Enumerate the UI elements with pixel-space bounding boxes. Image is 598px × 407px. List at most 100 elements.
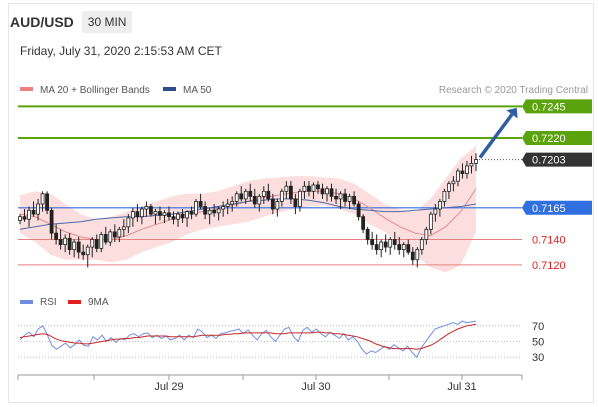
bull-candle-body <box>108 231 113 243</box>
candle <box>410 247 415 265</box>
candle <box>252 188 257 208</box>
bull-candle-body <box>401 244 406 251</box>
bear-candle-body <box>293 198 298 207</box>
rsi-tick-50: 50 <box>532 337 544 349</box>
bull-candle-body <box>162 212 167 216</box>
candle <box>216 206 221 221</box>
candle <box>40 191 45 212</box>
bear-candle-body <box>307 185 311 192</box>
bull-candle-body <box>90 239 95 248</box>
bear-candle-body <box>112 231 117 238</box>
candle <box>338 191 343 210</box>
candle <box>447 181 451 199</box>
bear-candle-body <box>81 251 86 256</box>
bear-candle-body <box>365 228 370 240</box>
candle <box>270 193 275 215</box>
bull-candle-body <box>140 208 144 218</box>
candle <box>72 239 77 258</box>
candle <box>194 198 198 217</box>
candle <box>121 219 126 237</box>
candle <box>221 201 226 217</box>
candle <box>18 214 22 225</box>
candle <box>374 234 379 255</box>
bull-candle-body <box>185 211 189 219</box>
candle <box>343 188 347 207</box>
candle <box>469 155 474 174</box>
candle <box>248 183 253 202</box>
candle <box>31 201 36 217</box>
candle <box>81 244 86 260</box>
bear-candle-body <box>171 216 176 220</box>
candle <box>352 191 356 207</box>
rsi-legend-swatch <box>20 300 33 304</box>
ma9-legend-label: 9MA <box>88 297 109 308</box>
ma50-legend-swatch <box>163 87 176 91</box>
candle <box>130 207 135 227</box>
bull-candle-body <box>469 163 474 167</box>
bull-candle-body <box>234 193 239 202</box>
timestamp: Friday, July 31, 2020 2:15:53 AM CET <box>20 44 222 58</box>
bull-candle-body <box>347 195 352 202</box>
bear-candle-body <box>383 241 388 248</box>
bear-candle-body <box>239 193 244 200</box>
candle <box>257 193 262 212</box>
bear-candle-body <box>149 206 153 215</box>
x-tick-label: Jul 29 <box>154 381 183 393</box>
rsi-legend-label: RSI <box>40 297 57 308</box>
bull-candle-body <box>85 246 90 256</box>
candle <box>302 181 307 199</box>
candle <box>451 176 456 192</box>
bear-candle-body <box>406 244 411 253</box>
candle <box>379 239 384 258</box>
timeframe-badge[interactable]: 30 MIN <box>81 11 133 33</box>
bear-candle-body <box>352 195 356 205</box>
bull-candle-body <box>18 216 22 221</box>
bull-candle-body <box>40 193 45 205</box>
bull-candle-body <box>225 203 230 207</box>
candle <box>261 186 266 204</box>
chart-frame <box>8 3 594 403</box>
bear-candle-body <box>334 195 338 200</box>
bull-candle-body <box>433 208 438 215</box>
bull-candle-body <box>207 209 212 215</box>
bull-candle-body <box>279 190 284 202</box>
candle <box>383 234 388 253</box>
candle <box>320 183 325 199</box>
bear-candle-body <box>212 209 217 214</box>
bull-candle-body <box>474 159 478 164</box>
bull-candle-body <box>447 183 451 192</box>
candle <box>397 236 402 255</box>
bull-candle-body <box>36 203 40 215</box>
bull-candle-body <box>121 226 126 230</box>
candle <box>135 203 140 222</box>
candle <box>406 239 411 255</box>
forecast-arrow-head <box>506 107 518 119</box>
bull-candle-body <box>216 208 221 214</box>
bull-candle-body <box>257 195 262 205</box>
candle <box>58 229 63 250</box>
bull-candle-body <box>230 201 235 205</box>
candle <box>474 153 478 172</box>
bear-candle-body <box>45 193 49 211</box>
candle <box>99 231 104 253</box>
candle <box>112 224 117 243</box>
rsi-line <box>19 320 477 359</box>
bear-candle-body <box>198 201 203 207</box>
candle <box>424 226 429 245</box>
level-label-0.7120: 0.7120 <box>532 260 566 272</box>
bollinger-band-area <box>20 145 476 273</box>
level-tag-0.7220 <box>522 131 592 146</box>
bear-candle-body <box>49 209 54 234</box>
bull-candle-body <box>465 165 469 174</box>
bear-candle-body <box>103 234 108 243</box>
bull-candle-body <box>442 190 447 202</box>
candle <box>298 188 302 212</box>
bear-candle-body <box>67 237 72 251</box>
bull-candle-body <box>388 239 393 248</box>
candle <box>239 186 244 202</box>
candle <box>465 160 469 179</box>
price-plot: 0.7245 0.7220 0.7203 0.7165 0.7140 0.7120 <box>18 99 592 273</box>
ma9-legend-swatch <box>68 300 81 304</box>
rsi-tick-70: 70 <box>532 321 544 333</box>
